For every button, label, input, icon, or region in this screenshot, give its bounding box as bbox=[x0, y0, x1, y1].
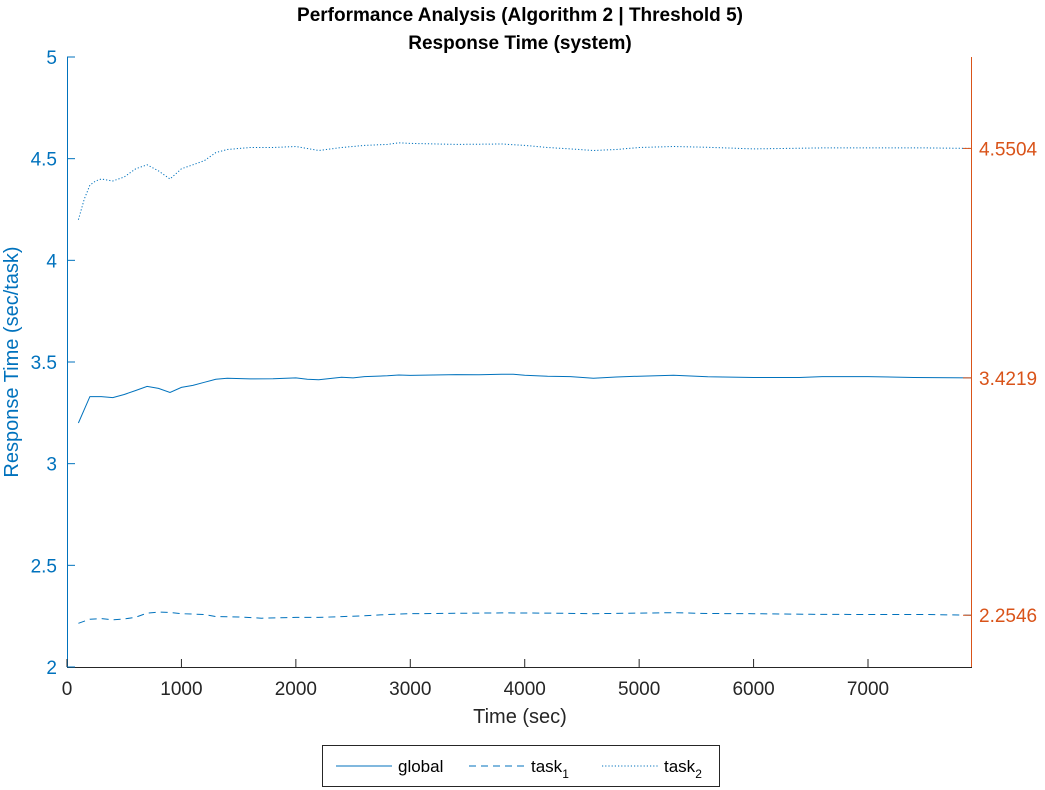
x-tick-label: 3000 bbox=[389, 679, 431, 700]
x-tick-label: 7000 bbox=[847, 679, 889, 700]
y-tick-label: 5 bbox=[46, 48, 57, 69]
x-tick-label: 5000 bbox=[618, 679, 660, 700]
x-tick-label: 4000 bbox=[504, 679, 546, 700]
legend: global task1 task2 bbox=[322, 745, 720, 787]
x-tick-label: 0 bbox=[62, 679, 73, 700]
y-tick-label: 3 bbox=[46, 455, 57, 476]
x-axis-label: Time (sec) bbox=[473, 706, 567, 728]
x-tick-label: 6000 bbox=[732, 679, 774, 700]
series-layer bbox=[77, 142, 972, 624]
y-tick-label: 4 bbox=[46, 251, 57, 272]
x-tick-label: 2000 bbox=[275, 679, 317, 700]
chart-title: Performance Analysis (Algorithm 2 | Thre… bbox=[297, 5, 743, 26]
x-axis-ticks: 0 1000 2000 3000 4000 5000 6000 7000 bbox=[62, 659, 889, 700]
y-axis-label: Response Time (sec/task) bbox=[1, 246, 23, 477]
y-axis-ticks: 2 2.5 3 3.5 4 4.5 5 bbox=[31, 48, 75, 679]
legend-label-global: global bbox=[398, 757, 443, 776]
series-line-global bbox=[77, 373, 972, 424]
series-line-task2 bbox=[77, 142, 972, 220]
chart-subtitle: Response Time (system) bbox=[408, 33, 632, 54]
right-tick-label: 3.4219 bbox=[979, 369, 1037, 390]
right-tick-label: 4.5504 bbox=[979, 139, 1038, 160]
y-tick-label: 4.5 bbox=[31, 150, 57, 171]
y-tick-label: 2 bbox=[46, 658, 57, 679]
y-tick-label: 3.5 bbox=[31, 353, 57, 374]
right-tick-label: 2.2546 bbox=[979, 606, 1037, 627]
right-axis-ticks: 4.5504 3.4219 2.2546 bbox=[963, 139, 1038, 627]
x-tick-label: 1000 bbox=[160, 679, 202, 700]
y-tick-label: 2.5 bbox=[31, 556, 57, 577]
series-line-task1 bbox=[78, 611, 972, 624]
